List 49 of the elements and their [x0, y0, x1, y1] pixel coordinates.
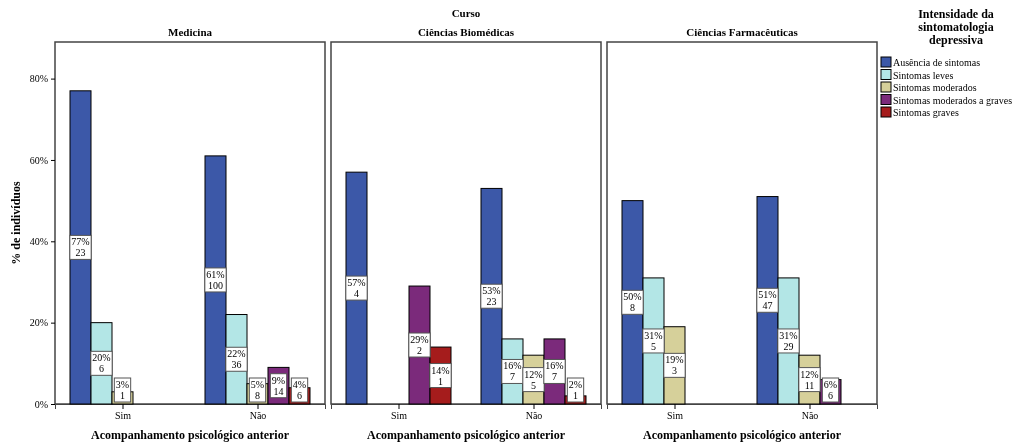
legend-label: Ausência de sintomas	[893, 57, 981, 68]
data-label: 16% 7	[545, 360, 564, 383]
data-label: 51% 47	[758, 289, 777, 312]
data-label: 3% 1	[115, 379, 130, 401]
data-label: 57% 4	[347, 277, 366, 300]
legend-label: Sintomas moderados	[893, 82, 977, 93]
data-label: 4% 6	[292, 379, 307, 401]
legend-label: Sintomas leves	[893, 69, 954, 81]
y-axis-title: % de indivíduos	[9, 180, 23, 265]
bar	[345, 171, 368, 405]
x-tick-label: Sim	[390, 410, 408, 422]
data-label: 16% 7	[503, 360, 522, 383]
y-tick-label: 40%	[29, 236, 48, 247]
text: Curso	[451, 7, 481, 19]
data-label: 53% 23	[482, 285, 501, 308]
x-axis-title: Acompanhamento psicológico anterior	[643, 428, 842, 442]
x-tick-label: Não	[801, 410, 819, 422]
data-label: 2% 1	[568, 379, 583, 401]
y-tick-label: 0%	[34, 398, 48, 410]
x-axis-title: Acompanhamento psicológico anterior	[91, 428, 290, 442]
legend-title: Intensidade da sintomatologia depressiva	[918, 7, 994, 47]
x-tick-label: Não	[525, 410, 543, 422]
data-label: 9% 14	[271, 374, 286, 397]
x-tick-label: Sim	[666, 410, 684, 422]
data-label: 31% 29	[779, 329, 798, 352]
chart-title: Ciências Biomédicas	[417, 26, 515, 38]
chart-title: Ciências Farmacêuticas	[686, 26, 799, 38]
data-label: 6% 6	[823, 379, 838, 401]
data-label: 5% 8	[250, 379, 265, 401]
data-label: 22% 36	[227, 348, 246, 371]
legend-label: Sintomas moderados a graves	[893, 94, 1013, 106]
data-label: 77% 23	[71, 236, 90, 259]
x-tick-label: Sim	[114, 410, 132, 422]
y-tick-label: 20%	[29, 317, 48, 329]
legend-label: Sintomas graves	[893, 107, 959, 118]
data-label: 20% 6	[92, 352, 111, 375]
data-label: 29% 2	[410, 334, 429, 357]
y-tick-label: 80%	[29, 73, 48, 85]
x-axis-title: Acompanhamento psicológico anterior	[367, 428, 566, 442]
chart-title: Medicina	[168, 26, 213, 38]
data-label: 12% 11	[800, 368, 819, 391]
data-label: 12% 5	[524, 368, 543, 391]
x-tick-label: Não	[249, 410, 267, 422]
data-label: 50% 8	[623, 291, 642, 314]
data-label: 31% 5	[644, 329, 663, 352]
y-tick-label: 60%	[29, 154, 48, 166]
data-label: 61% 100	[206, 268, 225, 291]
data-label: 14% 1	[431, 364, 450, 387]
data-label: 19% 3	[665, 354, 684, 377]
